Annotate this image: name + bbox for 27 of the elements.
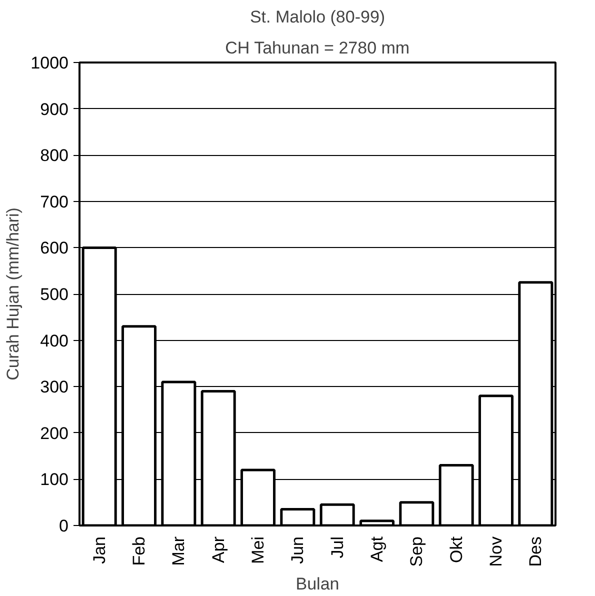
x-tick-label: Apr bbox=[208, 536, 228, 563]
y-tick-label: 0 bbox=[59, 516, 69, 536]
y-tick-label: 900 bbox=[40, 100, 69, 119]
y-tick-label: 300 bbox=[40, 378, 69, 397]
y-tick-label: 400 bbox=[40, 331, 69, 350]
y-tick-label: 700 bbox=[40, 192, 69, 212]
x-tick-label: Jun bbox=[288, 536, 308, 564]
x-axis-title: Bulan bbox=[296, 574, 340, 594]
x-tick-label: Des bbox=[526, 536, 546, 567]
x-tick-label: Sep bbox=[407, 536, 426, 567]
x-tick-label: Mei bbox=[248, 536, 268, 564]
x-tick-label: Agt bbox=[368, 536, 386, 562]
y-tick-label: 1000 bbox=[30, 54, 69, 72]
x-tick-label: Feb bbox=[130, 536, 148, 566]
x-tick-label: Mar bbox=[169, 536, 188, 566]
x-tick-label: Jul bbox=[328, 536, 347, 558]
y-tick-label: 600 bbox=[40, 238, 69, 258]
chart-subtitle: CH Tahunan = 2780 mm bbox=[225, 38, 410, 58]
x-tick-label: Jan bbox=[90, 536, 109, 564]
x-tick-label: Nov bbox=[486, 536, 506, 567]
y-axis-title: Curah Hujan (mm/hari) bbox=[4, 208, 23, 380]
y-tick-label: 500 bbox=[40, 285, 69, 304]
y-tick-label: 100 bbox=[40, 470, 69, 490]
chart-title: St. Malolo (80-99) bbox=[250, 8, 386, 26]
y-tick-label: 800 bbox=[40, 146, 69, 166]
x-tick-label: Okt bbox=[446, 536, 466, 563]
y-tick-label: 200 bbox=[40, 424, 69, 443]
